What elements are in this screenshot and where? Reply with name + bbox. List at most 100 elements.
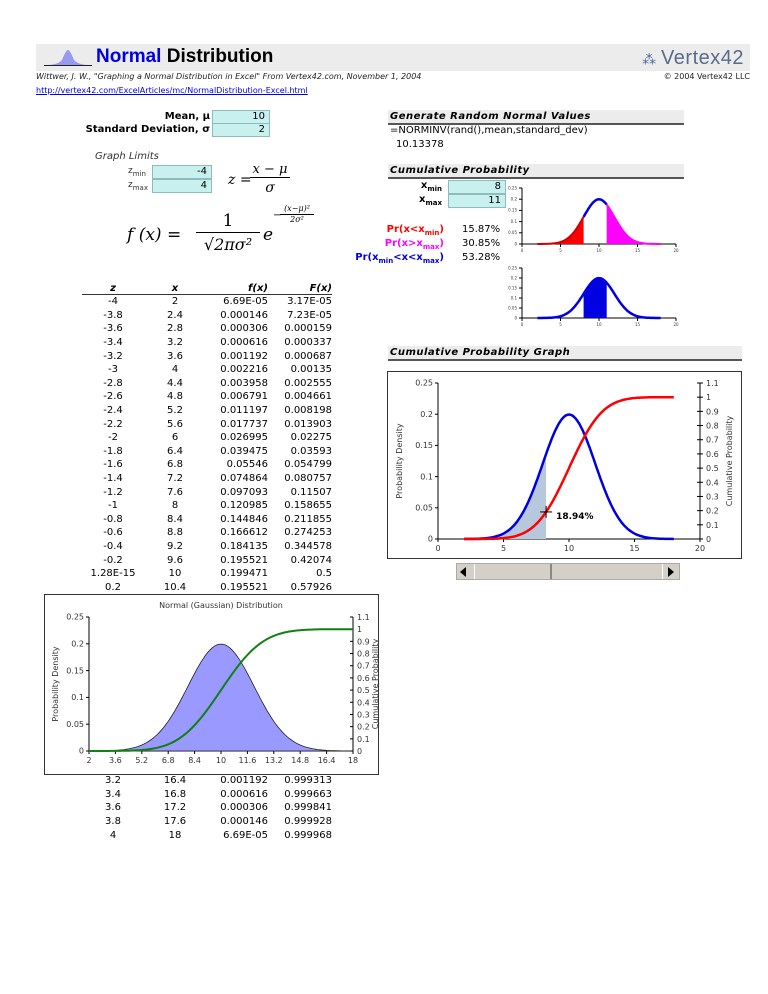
cell-Fx: 0.5 (316, 568, 332, 580)
table-row: -1.2 7.6 0.097093 0.11507 (82, 485, 332, 499)
pdf-line (464, 413, 674, 541)
y-tick-label: 0.1 (71, 693, 84, 702)
table-row: 3.2 16.4 0.001192 0.999313 (82, 774, 332, 788)
cell-Fx: 0.42074 (290, 554, 332, 566)
x-tick-label: 11.6 (238, 756, 256, 765)
y-tick-label: 0.1 (511, 219, 518, 224)
pr-between-label: Pr(xmin<x<xmax) (355, 252, 444, 265)
sd-input[interactable]: 2 (212, 123, 270, 137)
table-row: -1.8 6.4 0.039475 0.03593 (82, 445, 332, 459)
cell-x: 3.6 (167, 350, 183, 362)
table-row: -2.6 4.8 0.006791 0.004661 (82, 390, 332, 404)
y2-tick-label: 1 (357, 625, 362, 634)
cell-x: 6.4 (167, 445, 183, 457)
x-tick-label: 10 (596, 248, 602, 253)
table-row: 1.28E-15 10 0.199471 0.5 (82, 567, 332, 581)
table-row: -0.6 8.8 0.166612 0.274253 (82, 526, 332, 540)
table-row: -0.2 9.6 0.195521 0.42074 (82, 553, 332, 567)
cell-Fx: 0.02275 (290, 432, 332, 444)
pr-greater-sub: max (422, 243, 440, 251)
cell-x: 17.2 (163, 802, 187, 814)
y-tick-label: 0 (514, 241, 517, 246)
y2-tick-label: 0.2 (357, 723, 370, 732)
table-row: -3.4 3.2 0.000616 0.000337 (82, 336, 332, 350)
cell-x: 9.6 (167, 554, 183, 566)
xmin-input[interactable]: 8 (448, 180, 506, 194)
header-x: x (144, 282, 206, 295)
cell-fx: 0.000146 (220, 309, 268, 321)
y-tick-label: 0.05 (415, 503, 433, 512)
y-tick-label: 0.1 (511, 295, 518, 300)
y-tick-label: 0.05 (66, 720, 84, 729)
pr-between-value: 53.28% (462, 252, 501, 263)
x-tick-label: 8.4 (188, 756, 201, 765)
y2-tick-label: 0.6 (706, 450, 719, 459)
y-tick-label: 0.15 (508, 285, 517, 290)
cell-fx: 0.074864 (220, 473, 268, 485)
y-tick-label: 0.15 (415, 441, 433, 450)
vertex42-logo: ⁂ Vertex42 (642, 47, 744, 70)
scroll-divider-left (474, 564, 475, 579)
cell-Fx: 0.158655 (284, 500, 332, 512)
x-tick-label: 15 (629, 544, 639, 553)
xmax-input[interactable]: 11 (448, 194, 506, 208)
x-tick-label: 10 (596, 322, 602, 327)
y2-tick-label: 0.5 (706, 464, 719, 473)
table-row: -1.4 7.2 0.074864 0.080757 (82, 472, 332, 486)
xmin-scrollbar[interactable] (456, 563, 680, 580)
f-formula-den: √2πσ² (203, 235, 253, 254)
cdf-line (464, 395, 674, 541)
table-row: 0.2 10.4 0.195521 0.57926 (82, 580, 332, 594)
cell-x: 10.4 (163, 581, 187, 593)
pr-less-sub: min (424, 229, 440, 237)
zmin-input[interactable]: -4 (152, 165, 212, 179)
between-chart: 0 0.05 0.1 0.15 0.2 0.25 0 5 10 15 20 (508, 265, 679, 327)
table-row: -3.8 2.4 0.000146 7.23E-05 (82, 309, 332, 323)
distribution-table-bottom: 3.2 16.4 0.001192 0.999313 3.4 16.8 0.000616 0.… (82, 774, 332, 842)
y2-tick-label: 0.7 (357, 662, 370, 671)
cell-Fx: 0.03593 (290, 445, 332, 457)
z-formula-num: x − μ (250, 163, 290, 178)
x-tick-label: 16.4 (318, 756, 336, 765)
cell-Fx: 0.000687 (284, 350, 332, 362)
scroll-thumb[interactable] (550, 564, 552, 579)
cell-Fx: 0.999313 (284, 775, 332, 787)
cell-fx: 0.002216 (220, 364, 268, 376)
right-tail-line (605, 204, 661, 245)
y2-tick-label: 0.1 (706, 521, 719, 530)
f-formula-lhs: f (x) = (127, 225, 182, 245)
cell-Fx: 0.344578 (284, 540, 332, 552)
scroll-left-icon[interactable] (460, 567, 466, 577)
y2-tick-label: 1 (706, 393, 711, 402)
y2-tick-label: 0.9 (357, 637, 370, 646)
cell-fx: 0.011197 (220, 405, 268, 417)
between-area (583, 278, 607, 318)
cell-x: 7.6 (167, 486, 183, 498)
x-tick-label: 2 (86, 756, 91, 765)
cell-fx: 0.166612 (220, 527, 268, 539)
title-bar: Normal Distribution ⁂ Vertex42 (36, 44, 750, 71)
y2-axis-label: Cumulative Probability (725, 415, 734, 506)
cell-fx: 0.001192 (220, 350, 268, 362)
cell-Fx: 0.11507 (290, 486, 332, 498)
y-tick-label: 0.25 (508, 265, 517, 270)
cell-z: -2.6 (103, 391, 123, 403)
table-row: -1.6 6.8 0.05546 0.054799 (82, 458, 332, 472)
cell-x: 18 (168, 829, 182, 841)
cell-fx: 0.05546 (226, 459, 268, 471)
distribution-table: z x f(x) F(x) -4 2 6.69E-05 3.17E-05 -3.8 2.4… (82, 282, 332, 594)
source-link[interactable]: http://vertex42.com/ExcelArticles/mc/Nor… (36, 86, 308, 95)
y2-tick-label: 0.8 (357, 650, 370, 659)
mean-label: Mean, μ (164, 111, 210, 122)
mean-input[interactable]: 10 (212, 110, 270, 124)
y-tick-label: 0.15 (66, 666, 84, 675)
cell-fx: 0.120985 (220, 500, 268, 512)
cell-z: -1.6 (103, 459, 123, 471)
cell-z: -3.4 (103, 337, 123, 349)
scroll-right-icon[interactable] (668, 567, 674, 577)
zmax-input[interactable]: 4 (152, 179, 212, 193)
y-axis-label: Probability Density (395, 423, 404, 499)
cell-Fx: 0.00135 (290, 364, 332, 376)
cell-z: -2.2 (103, 418, 123, 430)
pr-less-text: Pr(x<x (386, 224, 425, 235)
